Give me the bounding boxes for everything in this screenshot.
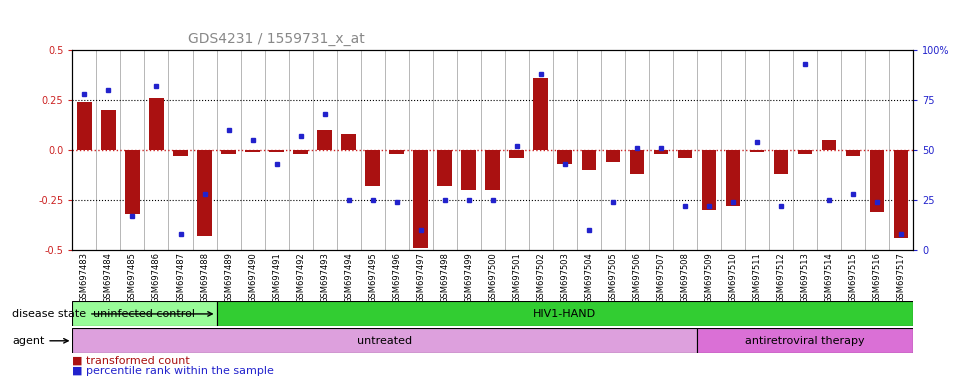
- Bar: [533, 78, 548, 150]
- Text: antiretroviral therapy: antiretroviral therapy: [745, 336, 865, 346]
- Bar: [677, 150, 692, 158]
- Bar: [413, 150, 428, 248]
- Bar: [221, 150, 236, 154]
- Bar: [77, 102, 92, 150]
- Bar: [509, 150, 524, 158]
- Bar: [389, 150, 404, 154]
- Text: uninfected control: uninfected control: [94, 309, 195, 319]
- Bar: [216, 301, 913, 326]
- Bar: [696, 328, 913, 353]
- Text: ■ percentile rank within the sample: ■ percentile rank within the sample: [72, 366, 274, 376]
- Text: HIV1-HAND: HIV1-HAND: [533, 309, 596, 319]
- Bar: [318, 130, 331, 150]
- Bar: [462, 150, 476, 190]
- Bar: [869, 150, 884, 212]
- Bar: [150, 98, 163, 150]
- Bar: [294, 150, 308, 154]
- Bar: [894, 150, 908, 238]
- Text: agent: agent: [12, 336, 69, 346]
- Bar: [438, 150, 452, 186]
- Bar: [701, 150, 716, 210]
- Bar: [72, 328, 696, 353]
- Bar: [845, 150, 860, 156]
- Bar: [606, 150, 620, 162]
- Bar: [725, 150, 740, 206]
- Bar: [245, 150, 260, 152]
- Text: ■ transformed count: ■ transformed count: [72, 356, 190, 366]
- Bar: [486, 150, 499, 190]
- Bar: [126, 150, 140, 214]
- Bar: [197, 150, 212, 236]
- Bar: [750, 150, 764, 152]
- Text: GDS4231 / 1559731_x_at: GDS4231 / 1559731_x_at: [188, 32, 365, 46]
- Bar: [798, 150, 812, 154]
- Bar: [341, 134, 355, 150]
- Bar: [774, 150, 788, 174]
- Bar: [654, 150, 668, 154]
- Bar: [173, 150, 187, 156]
- Bar: [365, 150, 380, 186]
- Text: untreated: untreated: [357, 336, 412, 346]
- Bar: [101, 110, 116, 150]
- Bar: [582, 150, 596, 170]
- Bar: [822, 140, 836, 150]
- Bar: [270, 150, 284, 152]
- Bar: [630, 150, 644, 174]
- Bar: [72, 301, 216, 326]
- Text: disease state: disease state: [12, 309, 213, 319]
- Bar: [557, 150, 572, 164]
